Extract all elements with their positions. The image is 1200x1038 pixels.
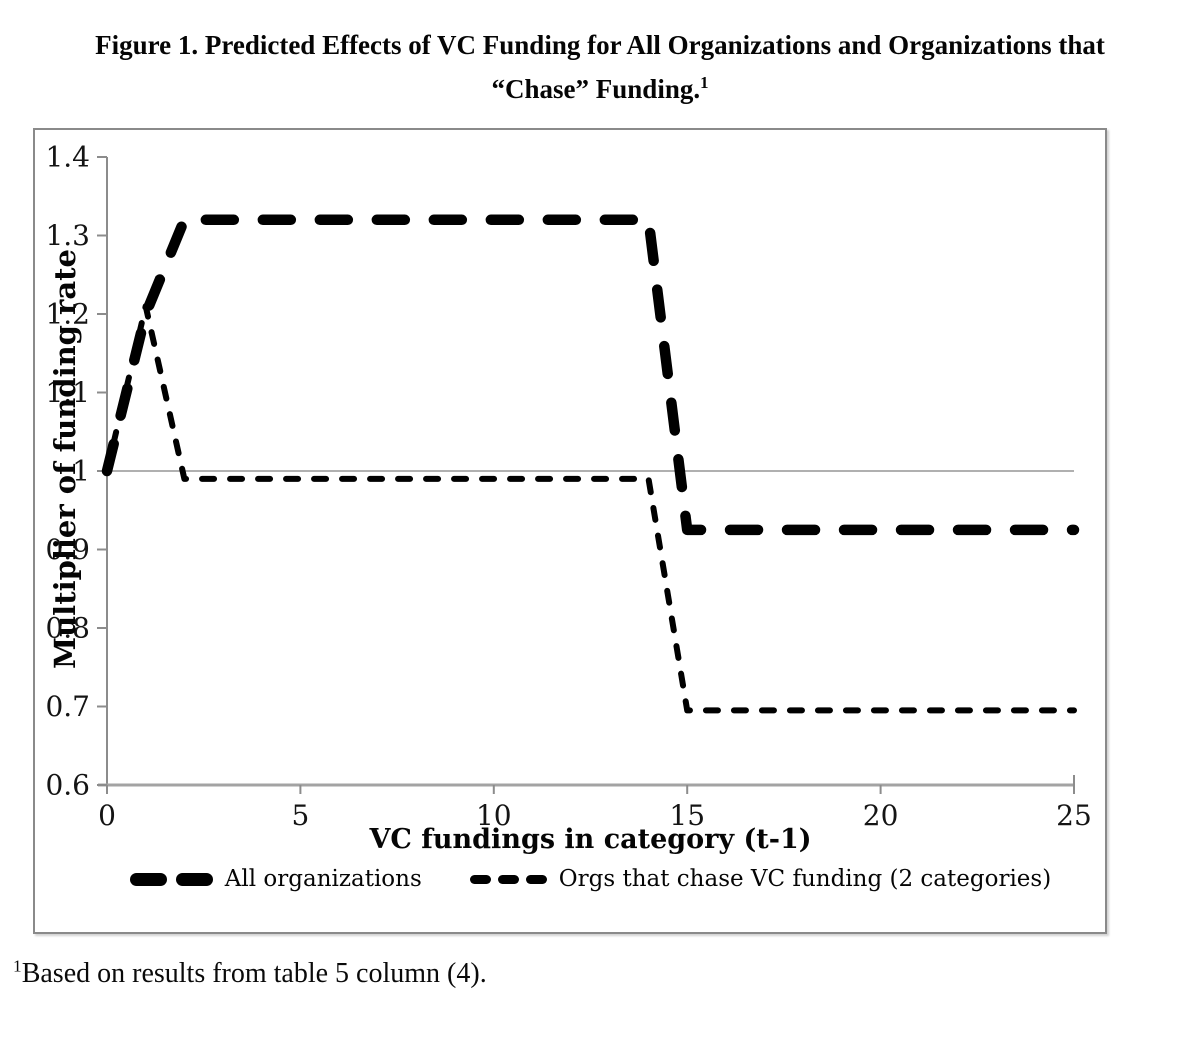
title-footnote-marker: 1 xyxy=(700,72,709,92)
figure-title-line2: “Chase” Funding. xyxy=(491,73,701,104)
dash-icon xyxy=(497,874,519,884)
legend-dash-sample-icon xyxy=(129,872,213,886)
legend-entry: Orgs that chase VC funding (2 categories… xyxy=(469,866,1052,892)
legend-label: Orgs that chase VC funding (2 categories… xyxy=(558,866,1052,892)
legend-dash-sample-icon xyxy=(469,874,547,884)
y-tick-label: 1.3 xyxy=(45,219,90,252)
figure-footnote: 1Based on results from table 5 column (4… xyxy=(13,956,487,990)
legend-entry: All organizations xyxy=(129,866,422,892)
y-tick-label: 0.8 xyxy=(45,612,90,645)
figure-title: Figure 1. Predicted Effects of VC Fundin… xyxy=(20,24,1180,111)
x-tick-label: 15 xyxy=(669,799,705,832)
dash-icon xyxy=(469,874,491,884)
footnote-text: Based on results from table 5 column (4)… xyxy=(21,958,487,989)
x-tick-label: 20 xyxy=(863,799,899,832)
y-tick-label: 0.9 xyxy=(45,533,90,566)
x-tick-label: 5 xyxy=(291,799,309,832)
footnote-marker: 1 xyxy=(13,956,22,976)
series-line-orgs-that-chase-vc-funding-2-categories- xyxy=(104,303,1077,714)
chart-legend: All organizations Orgs that chase VC fund… xyxy=(107,866,1074,892)
y-tick-label: 0.6 xyxy=(45,769,90,802)
y-tick-label: 0.7 xyxy=(45,690,90,723)
x-tick-label: 0 xyxy=(98,799,116,832)
y-tick-label: 1.4 xyxy=(45,141,90,174)
series-line-all-organizations xyxy=(101,214,1080,536)
dash-icon xyxy=(525,874,547,884)
chart-frame: 0.6 0.7 0.8 0.9 1 1.1 1.2 1.3 1.4 0 5 10 15 20 25 Mult… xyxy=(33,128,1107,934)
y-tick-label: 1.1 xyxy=(45,376,90,409)
figure-title-line1: Figure 1. Predicted Effects of VC Fundin… xyxy=(95,30,1105,60)
y-tick-label: 1 xyxy=(72,455,90,488)
y-tick-label: 1.2 xyxy=(45,298,90,331)
x-axis-title: VC fundings in category (t-1) xyxy=(369,824,812,855)
x-tick-label: 25 xyxy=(1056,799,1092,832)
dash-icon xyxy=(129,872,167,886)
legend-label: All organizations xyxy=(224,866,422,892)
x-tick-label: 10 xyxy=(476,799,512,832)
dash-icon xyxy=(175,872,213,886)
chart-svg: 0.6 0.7 0.8 0.9 1 1.1 1.2 1.3 1.4 0 5 10 15 20 25 xyxy=(45,141,1092,833)
